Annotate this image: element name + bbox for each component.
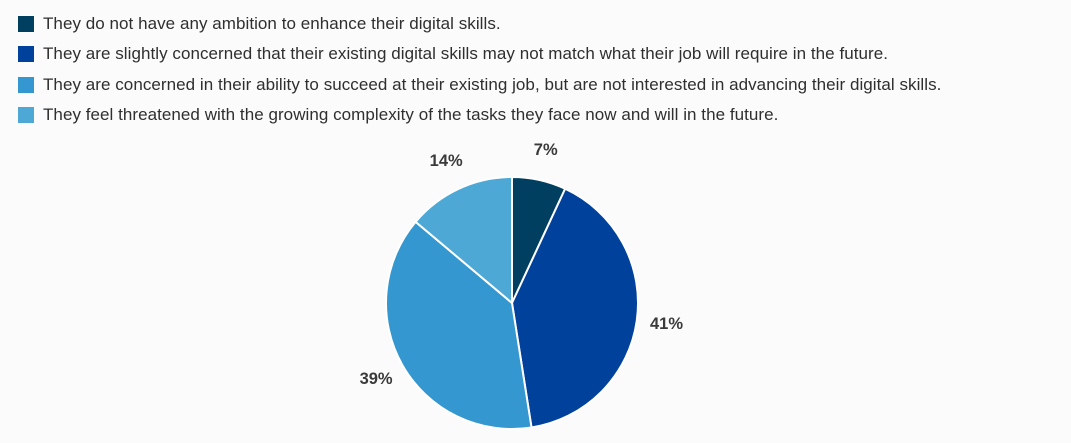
legend-item-slightly-concerned: They are slightly concerned that their e… <box>18 43 941 66</box>
legend-label: They are concerned in their ability to s… <box>43 74 942 94</box>
pie-slice-they-are-slightly-concerned-that-their-e <box>511 187 639 429</box>
pie-value-label: 7% <box>534 141 558 159</box>
legend-swatch <box>18 107 34 123</box>
legend-swatch <box>18 15 34 32</box>
pie-slices <box>385 176 639 430</box>
chart-legend: They do not have any ambition to enhance… <box>18 12 941 134</box>
legend-label: They are slightly concerned that their e… <box>43 44 889 63</box>
legend-item-feel-threatened: They feel threatened with the growing co… <box>18 104 941 127</box>
pie-value-label: 41% <box>650 315 683 333</box>
legend-swatch <box>18 46 34 62</box>
pie-slice-they-are-concerned-in-their-ability-to-s <box>385 220 533 430</box>
legend-item-no-ambition: They do not have any ambition to enhance… <box>18 12 941 35</box>
legend-label: They do not have any ambition to enhance… <box>43 13 501 33</box>
legend-label: They feel threatened with the growing co… <box>43 105 779 124</box>
legend-item-concerned-existing-job: They are concerned in their ability to s… <box>18 73 941 96</box>
pie-value-label: 14% <box>430 152 463 170</box>
pie-value-label: 39% <box>360 370 393 388</box>
pie-slice-they-feel-threatened-with-the-growing-co <box>414 176 513 304</box>
pie-value-labels: 7% 41% 39% 14% <box>360 141 684 388</box>
legend-swatch <box>18 76 34 93</box>
